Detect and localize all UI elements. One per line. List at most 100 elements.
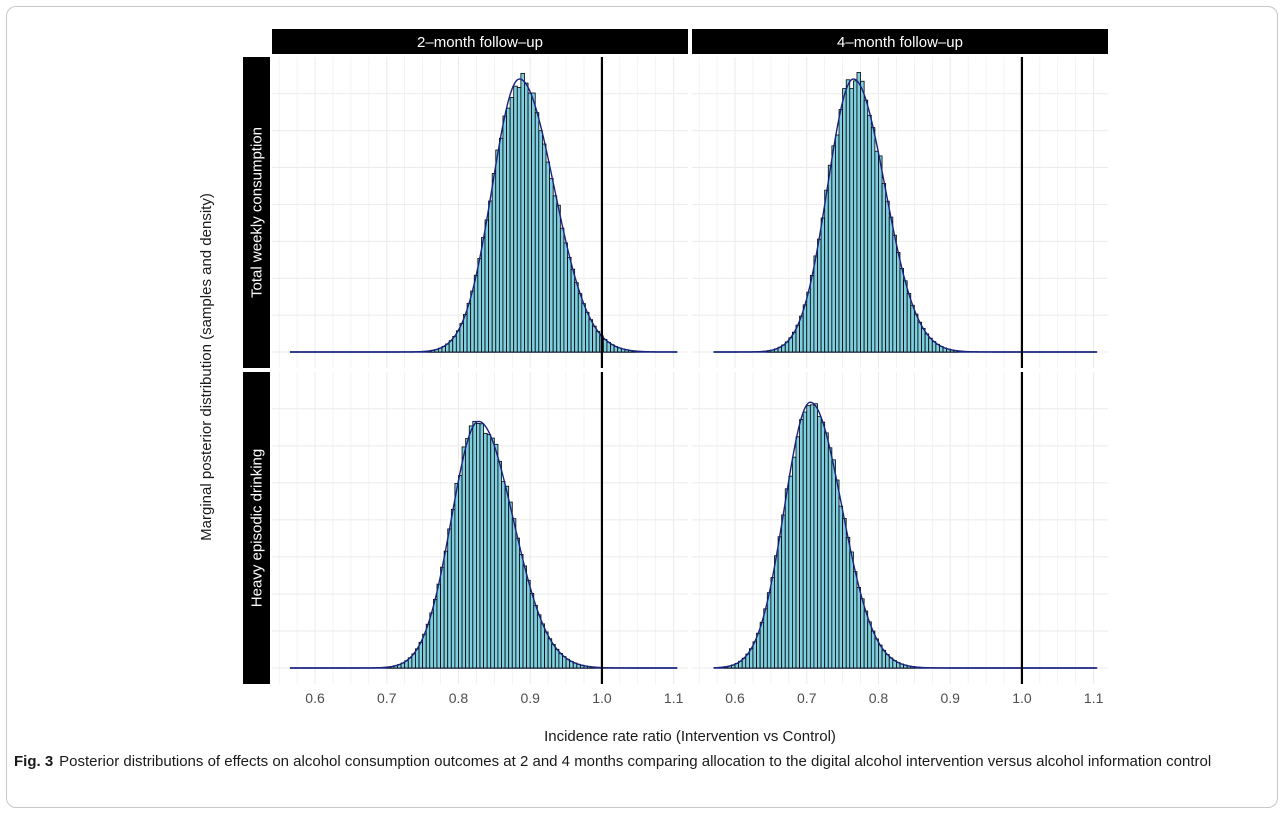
- histogram-bar: [527, 92, 533, 353]
- facet-strip-column-2: [692, 29, 1108, 54]
- histogram-bar: [585, 311, 590, 353]
- histogram-bar: [817, 238, 822, 353]
- histogram-bar: [874, 638, 879, 669]
- histogram-bar: [524, 82, 529, 353]
- figure-frame: [6, 6, 1278, 808]
- histogram-bar: [567, 256, 572, 353]
- histogram-bar: [849, 551, 854, 669]
- histogram-bar: [450, 508, 456, 669]
- facet-strip-column-label-1: 2–month follow–up: [417, 34, 543, 51]
- histogram-bar: [870, 630, 876, 669]
- histogram-bar: [461, 446, 467, 669]
- histogram-bar: [784, 488, 790, 669]
- histogram-bar: [809, 275, 815, 353]
- histogram-bar: [558, 653, 563, 669]
- histogram-bar: [867, 621, 872, 669]
- histogram-bar: [827, 164, 833, 353]
- figure-caption: Fig. 3 Posterior distributions of effects…: [14, 751, 1264, 773]
- histogram-bar: [556, 204, 561, 353]
- histogram-bar: [774, 555, 779, 669]
- histogram-bar: [522, 565, 528, 669]
- histogram-bar: [473, 274, 479, 353]
- histogram-bar: [483, 432, 488, 669]
- histogram-bar: [842, 518, 847, 669]
- histogram-bar: [490, 437, 495, 669]
- histogram-bar: [536, 614, 542, 669]
- histogram-bar: [547, 638, 553, 669]
- histogram-bar: [831, 459, 836, 669]
- histogram-bar: [770, 577, 775, 669]
- histogram-bar: [466, 303, 472, 353]
- density-line: [289, 420, 678, 669]
- histogram-bar: [827, 447, 833, 669]
- histogram-bar: [488, 200, 493, 353]
- histogram-bar: [484, 219, 490, 353]
- histogram-bar: [845, 536, 851, 669]
- histogram-bar: [497, 460, 502, 669]
- histogram-bar: [806, 405, 811, 669]
- histogram-bar: [870, 127, 876, 353]
- histogram-bar: [502, 115, 507, 353]
- histogram-bar: [563, 242, 568, 353]
- histogram-bar: [454, 483, 459, 669]
- histogram-bar: [533, 604, 538, 669]
- histogram-bar: [504, 485, 510, 669]
- histogram-bar: [867, 114, 872, 353]
- histogram-bar: [481, 237, 486, 353]
- x-tick-label: 0.9: [520, 690, 540, 706]
- x-tick-label: 0.8: [869, 690, 889, 706]
- histogram-bars: [386, 420, 596, 669]
- histogram-bar: [447, 528, 452, 669]
- histogram-bar: [498, 137, 504, 353]
- histogram-bar: [917, 321, 922, 353]
- facet-strip-column-label-2: 4–month follow–up: [837, 34, 963, 51]
- histogram-bar: [544, 631, 549, 669]
- histogram-bar: [888, 216, 894, 353]
- panel-row1-col2: [692, 57, 1108, 368]
- histogram-bar: [440, 566, 445, 669]
- x-tick-label: 0.9: [940, 690, 960, 706]
- histogram-bar: [425, 623, 431, 669]
- histogram-bar: [509, 97, 515, 353]
- histogram-bar: [429, 612, 434, 669]
- x-tick-label: 0.7: [377, 690, 397, 706]
- histogram-bar: [540, 623, 545, 669]
- histogram-bar: [477, 258, 482, 353]
- histogram-bar: [824, 189, 829, 353]
- panel-row2-col2: [692, 372, 1108, 684]
- x-tick-label: 1.1: [1084, 690, 1104, 706]
- histogram-bar: [520, 73, 525, 353]
- histogram-bar: [531, 92, 536, 353]
- x-tick-label: 0.6: [725, 690, 745, 706]
- histogram-bar: [860, 80, 865, 353]
- histogram-bar: [432, 599, 438, 669]
- histogram-bar: [838, 109, 844, 353]
- histogram-bar: [788, 475, 793, 669]
- histogram-bar: [588, 319, 594, 353]
- histogram-bar: [552, 195, 558, 353]
- histogram-bar: [842, 88, 847, 353]
- x-tick-label: 1.0: [1012, 690, 1032, 706]
- histogram-bar: [881, 183, 887, 353]
- histogram-bar: [813, 403, 818, 669]
- histogram-bar: [559, 227, 565, 353]
- histogram-bar: [820, 217, 826, 353]
- histogram-bar: [820, 421, 826, 669]
- histogram-bar: [526, 579, 531, 669]
- facet-strip-row-label-1: Total weekly consumption: [249, 127, 266, 298]
- y-axis-title: Marginal posterior distribution (samples…: [198, 193, 215, 541]
- histogram-bar: [921, 328, 926, 353]
- histogram-bar: [845, 79, 851, 353]
- histogram-bar: [515, 537, 520, 669]
- histogram-bar: [835, 134, 840, 353]
- histogram-bar: [538, 130, 543, 353]
- histogram-bar: [863, 99, 869, 353]
- histogram-bar: [542, 143, 547, 353]
- histogram-bar: [892, 234, 897, 353]
- histogram-bar: [577, 293, 583, 353]
- facet-strip-row-2: [243, 372, 270, 684]
- histogram-bar: [574, 282, 579, 353]
- histogram-bar: [545, 161, 550, 353]
- density-line: [289, 78, 678, 353]
- facet-strip-column-1: [272, 29, 688, 54]
